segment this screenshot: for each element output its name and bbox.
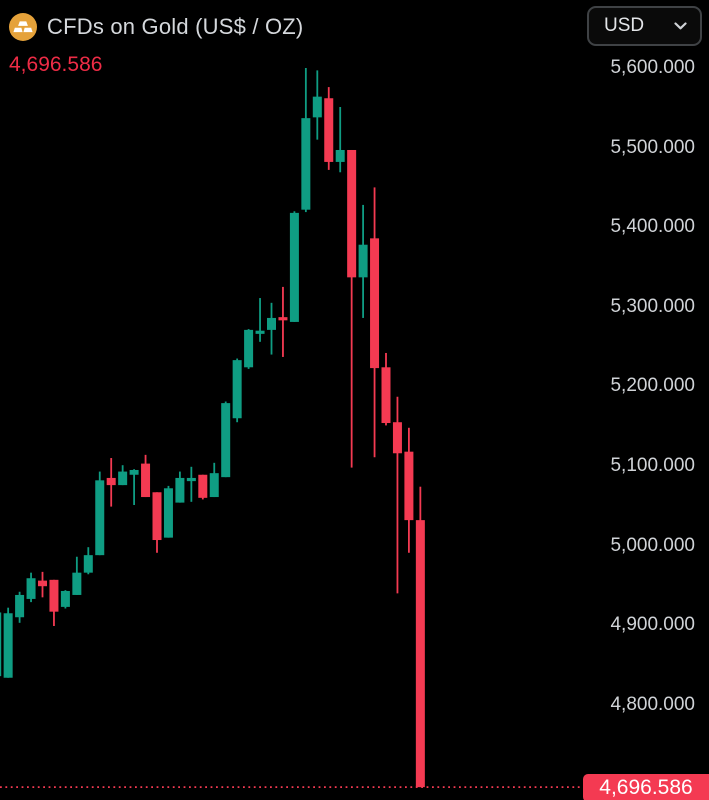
symbol-row: CFDs on Gold (US$ / OZ) bbox=[9, 13, 303, 41]
candle bbox=[72, 556, 82, 595]
candle bbox=[289, 211, 299, 322]
price-scale[interactable]: 5,600.000 5,500.000 5,400.000 5,300.000 5,20… bbox=[559, 0, 709, 800]
candle bbox=[301, 68, 311, 213]
candle bbox=[209, 462, 219, 498]
candle bbox=[3, 607, 13, 678]
candle bbox=[186, 466, 196, 502]
candle bbox=[152, 492, 162, 553]
candle bbox=[163, 485, 173, 538]
candle bbox=[0, 612, 2, 677]
candle bbox=[358, 204, 368, 318]
chart-header: CFDs on Gold (US$ / OZ) 4,696.586 USD bbox=[0, 0, 709, 76]
candle bbox=[255, 298, 265, 342]
candle bbox=[324, 87, 334, 170]
candle bbox=[244, 329, 254, 369]
candle bbox=[129, 469, 139, 506]
y-axis-label: 5,500.000 bbox=[610, 136, 695, 158]
candle bbox=[175, 471, 185, 503]
candle bbox=[381, 352, 391, 426]
candle bbox=[392, 396, 402, 594]
candle bbox=[49, 579, 59, 626]
candle bbox=[278, 286, 288, 357]
candle bbox=[267, 302, 276, 355]
y-axis-label: 5,200.000 bbox=[610, 375, 695, 397]
current-price-badge-label: 4,696.586 bbox=[599, 775, 693, 799]
y-axis-label: 5,400.000 bbox=[610, 216, 695, 238]
candle bbox=[312, 70, 322, 140]
candle bbox=[106, 458, 116, 507]
candle bbox=[415, 486, 425, 788]
candle bbox=[141, 454, 151, 498]
candle bbox=[335, 107, 345, 173]
candle bbox=[370, 187, 380, 458]
candle bbox=[221, 401, 231, 478]
chevron-down-icon bbox=[674, 22, 687, 30]
gold-bars-icon bbox=[9, 13, 37, 41]
y-axis-label: 4,800.000 bbox=[610, 693, 695, 715]
candle bbox=[15, 591, 25, 623]
currency-selector-value: USD bbox=[604, 15, 645, 36]
last-price-value: 4,696.586 bbox=[9, 53, 103, 76]
candle bbox=[26, 572, 36, 603]
y-axis-label: 5,100.000 bbox=[610, 455, 695, 476]
y-axis-label: 4,900.000 bbox=[610, 614, 695, 636]
currency-selector[interactable]: USD bbox=[587, 6, 702, 46]
candle bbox=[404, 427, 414, 553]
candle bbox=[118, 465, 128, 486]
candle bbox=[60, 590, 70, 609]
candle bbox=[232, 358, 242, 423]
candle bbox=[95, 471, 105, 556]
y-axis-label: 5,000.000 bbox=[610, 534, 695, 556]
candle bbox=[347, 149, 357, 468]
y-axis-label: 5,300.000 bbox=[610, 295, 695, 317]
candle bbox=[38, 571, 47, 598]
candle bbox=[83, 547, 93, 575]
symbol-title: CFDs on Gold (US$ / OZ) bbox=[47, 14, 304, 39]
y-axis-label: 5,600.000 bbox=[610, 57, 695, 78]
current-price-badge: 4,696.586 bbox=[583, 773, 709, 800]
candle bbox=[198, 474, 208, 500]
